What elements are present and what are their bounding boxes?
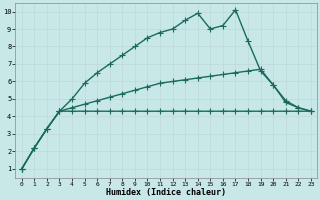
X-axis label: Humidex (Indice chaleur): Humidex (Indice chaleur)	[106, 188, 226, 197]
